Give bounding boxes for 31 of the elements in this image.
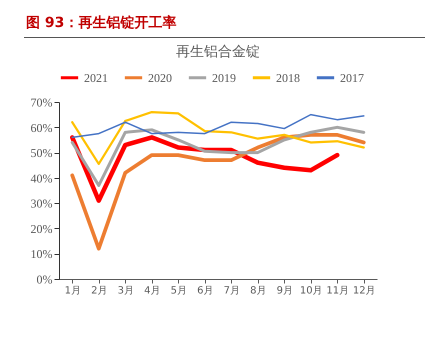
x-tick-label: 7月 — [224, 286, 240, 296]
x-tick-label: 8月 — [250, 286, 266, 296]
line-series — [70, 132, 366, 251]
legend-label: 2020 — [148, 70, 172, 85]
x-tick-label: 10月 — [300, 286, 323, 296]
y-tick-label: 60% — [30, 120, 52, 135]
legend-label: 2017 — [340, 70, 364, 85]
x-tick-label: 2月 — [91, 286, 108, 296]
legend-label: 2019 — [212, 70, 236, 85]
line-series — [72, 114, 364, 138]
legend-label: 2018 — [276, 70, 300, 85]
y-tick-label: 50% — [30, 146, 52, 160]
line-series — [71, 110, 365, 166]
legend-label: 2021 — [84, 70, 108, 85]
x-tick-label: 11月 — [326, 286, 350, 296]
x-tick-label: 5月 — [170, 286, 187, 296]
y-tick-label: 40% — [30, 171, 52, 186]
y-tick-label: 70% — [30, 96, 52, 110]
x-tick-label: 6月 — [197, 286, 214, 296]
x-tick-label: 9月 — [276, 286, 293, 296]
y-tick-label: 10% — [30, 247, 52, 262]
x-tick-label: 12月 — [352, 286, 376, 296]
line-series — [70, 126, 366, 187]
y-tick-label: 20% — [30, 222, 52, 236]
y-tick-label: 30% — [30, 196, 52, 211]
x-tick-label: 1月 — [64, 286, 81, 296]
y-tick-label: 0% — [36, 272, 52, 286]
x-tick-label: 3月 — [118, 286, 134, 296]
chart-subtitle: 再生铝合金锭 — [176, 44, 260, 60]
x-tick-label: 4月 — [144, 286, 160, 296]
chart-title: 图 93：再生铝锭开工率 — [26, 14, 176, 32]
